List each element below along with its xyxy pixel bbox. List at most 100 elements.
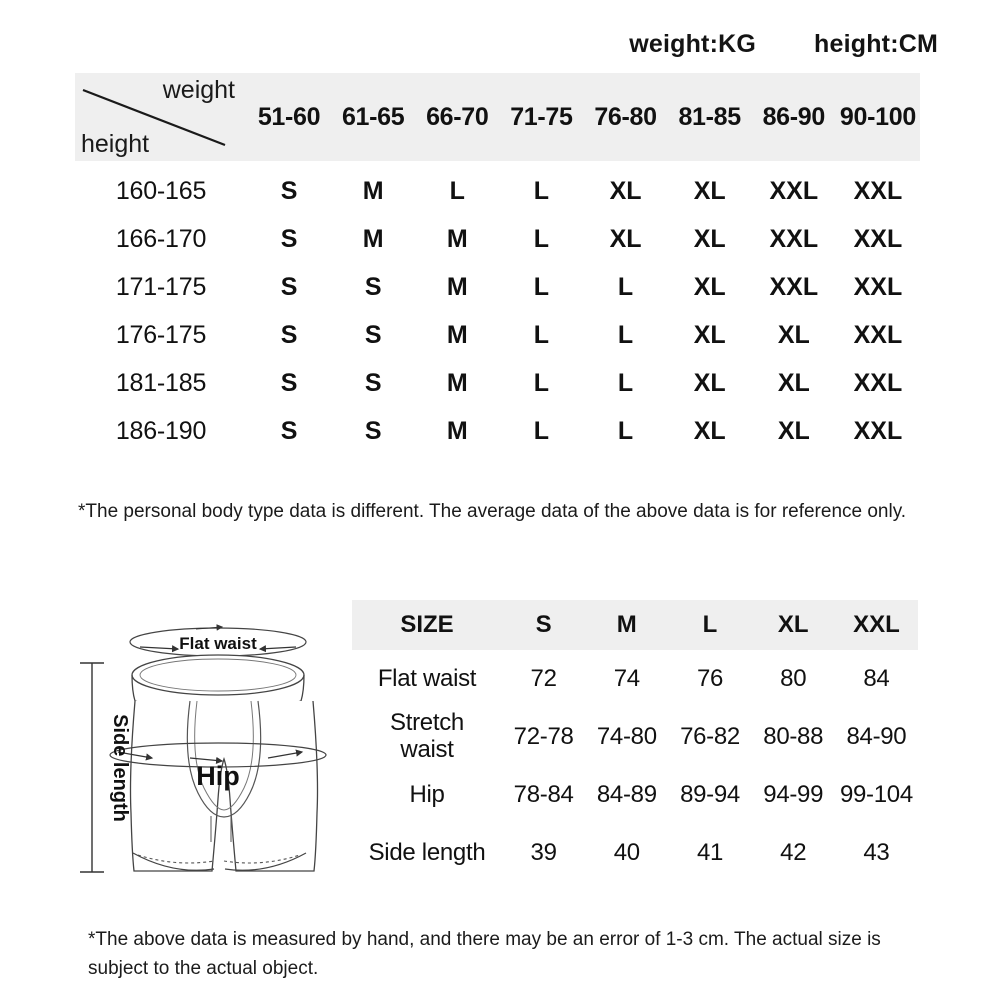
side-length-label: Side length [109,714,131,822]
size-cell: S [364,368,382,397]
size-cell: M [446,272,468,301]
right-hem-stitch-icon [223,854,301,864]
size-cell: XL [693,272,726,301]
table-row: Stretch waist 72-78 74-80 76-82 80-88 84… [352,708,918,766]
measurement-row-label-line2: waist [400,736,454,763]
weight-column-header: 71-75 [510,102,573,131]
measurement-value: 80-88 [763,723,824,750]
size-cell: L [617,320,634,349]
side-length-dimension-icon [80,662,104,873]
size-cell: XL [609,176,642,205]
measurement-value: 42 [780,839,807,866]
height-row-label: 166-170 [115,224,207,253]
table-row: 160-165 S M L L XL XL XXL XXL [75,167,920,215]
table-row: 171-175 S S M L L XL XXL XXL [75,263,920,311]
size-cell: S [280,176,298,205]
measurement-value: 80 [780,665,807,692]
size-cell: M [362,224,384,253]
measurement-value: 41 [696,839,724,866]
size-cell: XL [777,368,810,397]
measurement-row-label-line1: Stretch [390,709,464,737]
height-row-label: 181-185 [115,368,207,397]
size-cell: L [533,368,550,397]
table-row: Hip 78-84 84-89 89-94 94-99 99-104 [352,766,918,824]
table-row: 166-170 S M M L XL XL XXL XXL [75,215,920,263]
measurement-value: 84-90 [846,723,907,750]
measurement-value: 72-78 [513,723,574,750]
height-row-label: 160-165 [115,176,207,205]
size-cell: M [446,224,468,253]
measurement-row-label: Flat waist [377,664,477,692]
measurement-value: 94-99 [763,781,824,808]
weight-column-headers: 51-60 61-65 66-70 71-75 76-80 81-85 86-9… [247,73,920,161]
measurement-value: 72 [530,665,557,692]
size-cell: XL [693,416,726,445]
size-cells: S M L L XL XL XXL XXL [247,177,920,206]
size-cell: XL [693,320,726,349]
measurement-header-cell: M [616,611,637,638]
measurement-header-cell: XXL [853,611,900,638]
size-cell: M [446,368,468,397]
left-hem-stitch-icon [137,854,215,864]
weight-column-header: 61-65 [341,102,405,131]
size-cell: L [617,416,634,445]
weight-unit-label: weight:KG [629,30,756,58]
size-cell: XL [777,320,810,349]
size-cell: XXL [853,224,903,253]
size-cell: XL [693,176,726,205]
size-cells: S S M L L XL XL XXL [247,417,920,446]
weight-column-header: 76-80 [594,102,657,131]
measurement-value: 78-84 [513,781,574,808]
size-cell: S [280,416,298,445]
measurement-header-cell: L [702,611,718,638]
measurement-header-cell: XL [777,611,809,638]
waistband-top-icon [131,654,305,696]
height-row-label: 186-190 [115,416,207,445]
size-cell: XXL [769,272,819,301]
measurement-value: 84-89 [596,781,657,808]
reference-note: *The personal body type data is differen… [78,501,907,522]
size-cell: S [364,320,382,349]
table-row: 181-185 S S M L L XL XL XXL [75,359,920,407]
size-cell: XL [693,224,726,253]
measurement-header-cell: SIZE [400,611,454,638]
size-cell: XXL [853,368,903,397]
table-row: 176-175 S S M L L XL XL XXL [75,311,920,359]
size-cells: S S M L L XL XL XXL [247,321,920,350]
measurement-value: 76 [696,665,724,692]
measurement-header-cell: S [535,611,552,638]
size-cell: S [280,368,298,397]
table-row: Flat waist 72 74 76 80 84 [352,650,918,708]
size-cell: S [280,224,298,253]
size-cell: S [364,416,382,445]
corner-weight-label: weight [162,76,235,104]
size-cell: S [364,272,382,301]
weight-column-header: 81-85 [678,102,741,131]
size-cell: L [617,368,634,397]
table-row: 186-190 S S M L L XL XL XXL [75,407,920,455]
size-cell: XXL [769,176,819,205]
height-unit-label: height:CM [814,30,938,58]
corner-height-label: height [81,130,150,158]
weight-column-header: 90-100 [839,102,916,131]
size-cell: L [617,272,634,301]
measurement-value: 39 [530,839,557,866]
size-cells: S S M L L XL XL XXL [247,369,920,398]
accuracy-note: *The above data is measured by hand, and… [88,929,881,980]
height-row-label: 171-175 [115,272,207,301]
weight-column-header: 86-90 [762,102,826,131]
size-matrix-corner-cell: weight height [75,73,247,161]
measurement-row-label: Stretch waist [352,709,502,764]
size-cell: XXL [853,416,903,445]
size-cell: XL [777,416,810,445]
measurement-value: 76-82 [680,723,740,750]
size-cell: XXL [853,320,903,349]
size-cell: M [362,176,384,205]
measurement-header-row: SIZE S M L XL XXL [352,600,918,650]
measurement-value: 43 [863,839,890,866]
size-cell: L [533,320,550,349]
measurement-value: 74-80 [596,723,657,750]
size-cell: S [280,272,298,301]
boxer-brief-illustration: Flat waist Hip Side length [80,624,327,873]
size-cells: S S M L L XL XXL XXL [247,273,920,302]
